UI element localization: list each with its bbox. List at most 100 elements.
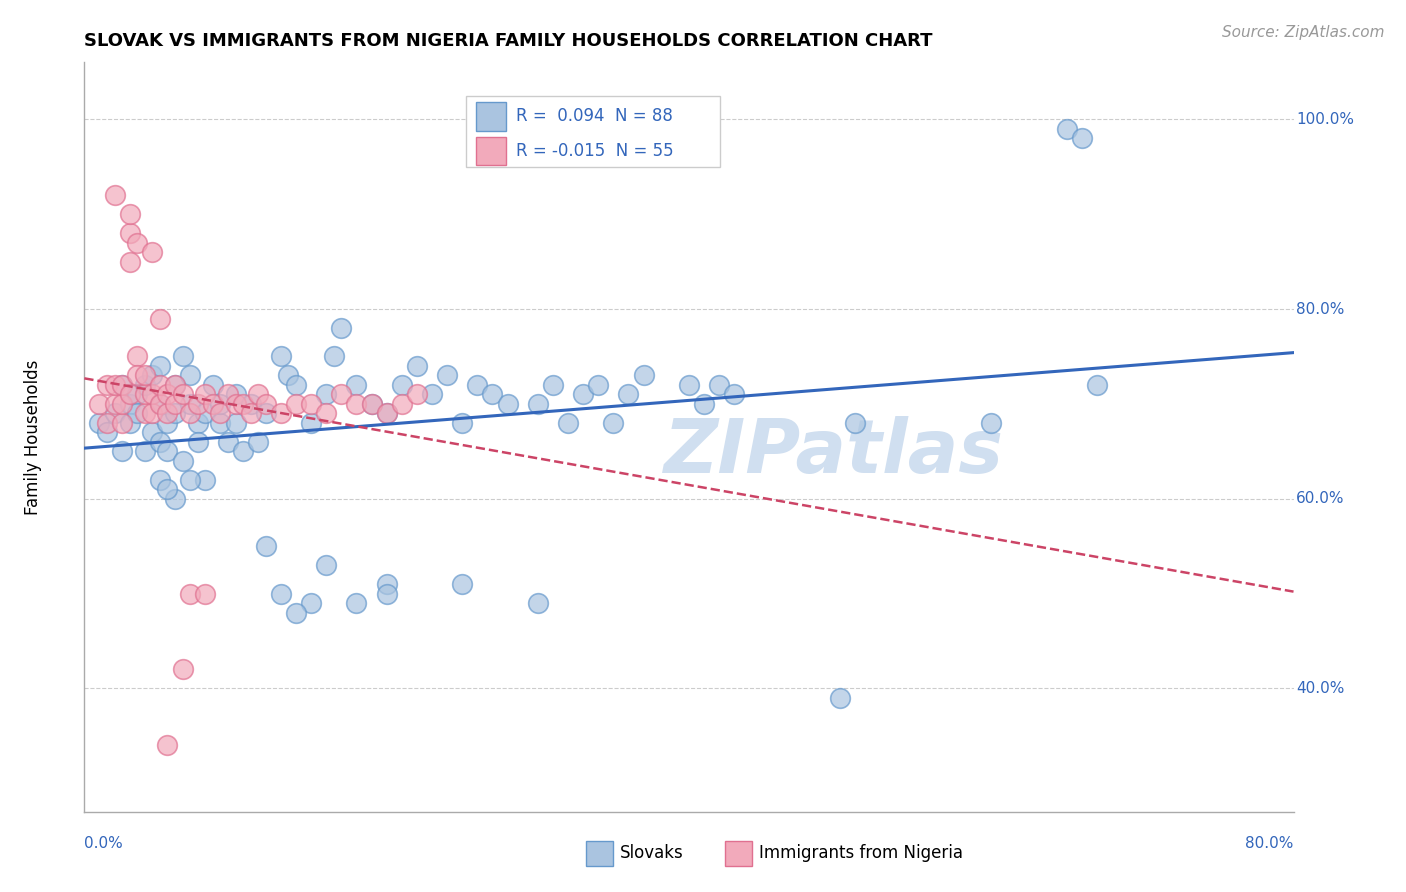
Point — [111, 397, 134, 411]
Point — [111, 444, 134, 458]
Point — [149, 434, 172, 449]
Point — [232, 397, 254, 411]
Point — [156, 482, 179, 496]
FancyBboxPatch shape — [477, 103, 506, 130]
Point — [270, 586, 292, 600]
Point — [375, 406, 398, 420]
Point — [172, 663, 194, 677]
Point — [270, 406, 292, 420]
Text: Source: ZipAtlas.com: Source: ZipAtlas.com — [1222, 25, 1385, 40]
Point — [980, 416, 1002, 430]
Point — [557, 416, 579, 430]
Point — [172, 454, 194, 468]
Point — [172, 350, 194, 364]
Point — [134, 368, 156, 383]
Point — [127, 368, 149, 383]
Point — [89, 416, 111, 430]
Point — [239, 397, 262, 411]
Point — [118, 416, 141, 430]
Point — [179, 406, 201, 420]
Point — [201, 378, 224, 392]
Point — [194, 586, 217, 600]
Point — [127, 350, 149, 364]
Point — [149, 378, 172, 392]
Point — [360, 397, 382, 411]
Point — [217, 434, 239, 449]
Point — [89, 397, 111, 411]
Point — [127, 387, 149, 401]
Text: Immigrants from Nigeria: Immigrants from Nigeria — [759, 844, 963, 862]
Point — [179, 473, 201, 487]
Point — [104, 397, 127, 411]
Text: 60.0%: 60.0% — [1296, 491, 1344, 507]
Point — [496, 397, 519, 411]
Point — [217, 387, 239, 401]
Point — [225, 397, 247, 411]
Point — [247, 434, 270, 449]
Point — [709, 378, 731, 392]
Point — [527, 596, 550, 610]
Point — [254, 539, 277, 553]
Point — [346, 596, 368, 610]
Point — [541, 378, 564, 392]
Text: 0.0%: 0.0% — [84, 836, 124, 851]
Point — [104, 406, 127, 420]
Point — [141, 425, 163, 440]
Point — [118, 207, 141, 221]
Point — [179, 586, 201, 600]
Point — [134, 387, 156, 401]
Point — [149, 311, 172, 326]
Point — [436, 368, 458, 383]
Point — [156, 406, 179, 420]
Point — [285, 606, 308, 620]
Point — [322, 350, 344, 364]
Point — [165, 378, 187, 392]
Point — [141, 368, 163, 383]
Point — [165, 378, 187, 392]
Point — [451, 416, 474, 430]
Point — [179, 368, 201, 383]
Point — [104, 378, 127, 392]
Point — [481, 387, 503, 401]
Point — [156, 416, 179, 430]
FancyBboxPatch shape — [477, 136, 506, 165]
Point — [149, 397, 172, 411]
Point — [830, 690, 852, 705]
Point — [588, 378, 610, 392]
Point — [693, 397, 716, 411]
Point — [194, 387, 217, 401]
Point — [678, 378, 700, 392]
Point — [420, 387, 443, 401]
Point — [134, 406, 156, 420]
Point — [254, 406, 277, 420]
Point — [617, 387, 640, 401]
Point — [239, 406, 262, 420]
Point — [406, 359, 429, 373]
Point — [270, 350, 292, 364]
FancyBboxPatch shape — [725, 841, 752, 866]
Point — [165, 491, 187, 506]
Point — [127, 406, 149, 420]
Point — [141, 245, 163, 260]
Point — [247, 387, 270, 401]
Point — [111, 378, 134, 392]
Point — [209, 416, 232, 430]
Point — [194, 473, 217, 487]
Point — [572, 387, 595, 401]
Point — [118, 387, 141, 401]
Point — [201, 397, 224, 411]
Point — [156, 387, 179, 401]
Text: R = -0.015  N = 55: R = -0.015 N = 55 — [516, 142, 673, 160]
Point — [179, 397, 201, 411]
Point — [315, 406, 337, 420]
Point — [118, 397, 141, 411]
FancyBboxPatch shape — [467, 96, 720, 168]
Point — [96, 425, 118, 440]
Point — [96, 416, 118, 430]
Text: 80.0%: 80.0% — [1296, 301, 1344, 317]
Point — [149, 359, 172, 373]
Point — [375, 586, 398, 600]
Point — [299, 397, 322, 411]
Point — [111, 378, 134, 392]
Point — [127, 235, 149, 250]
